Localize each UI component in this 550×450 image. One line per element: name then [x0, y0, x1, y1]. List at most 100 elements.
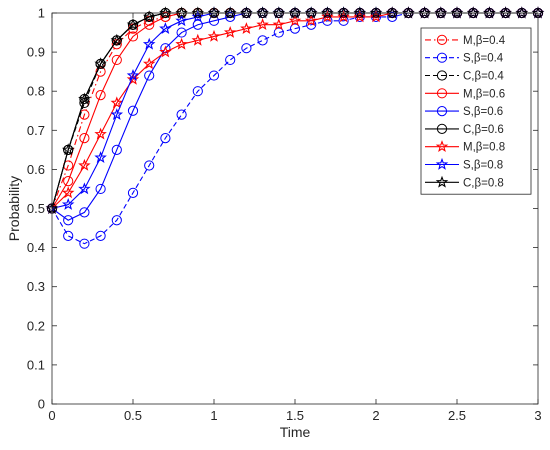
data-point: [160, 11, 171, 23]
data-point: [207, 29, 221, 42]
legend-label: M,β=0.4: [463, 35, 506, 47]
data-point: [257, 35, 268, 46]
legend-marker: [436, 52, 448, 63]
data-point: [79, 238, 90, 249]
data-point: [94, 151, 107, 163]
data-point: [78, 158, 91, 171]
data-point: [63, 230, 74, 241]
data-point: [79, 133, 90, 144]
data-point: [110, 33, 124, 46]
data-point: [192, 19, 203, 30]
y-tick-label: 0.6: [27, 162, 45, 177]
legend-label: M,β=0.6: [463, 88, 505, 100]
data-point: [208, 70, 220, 81]
data-point: [78, 182, 91, 195]
data-point: [94, 127, 107, 140]
data-point: [159, 45, 172, 58]
data-point: [144, 19, 155, 30]
data-point: [144, 160, 155, 171]
legend-label: M,β=0.8: [463, 142, 505, 154]
legend-item: C,β=0.8: [425, 175, 504, 189]
data-point: [127, 105, 139, 116]
data-point: [304, 14, 318, 27]
data-point: [353, 10, 367, 23]
data-point: [192, 86, 203, 97]
y-tick-label: 0.2: [27, 318, 45, 333]
data-point: [61, 143, 75, 156]
data-point: [385, 6, 399, 19]
data-point: [515, 6, 529, 19]
data-point: [322, 15, 333, 26]
data-point: [144, 15, 155, 26]
data-point: [95, 66, 106, 77]
y-axis-label: Probability: [6, 176, 22, 241]
data-point: [160, 133, 171, 144]
data-point: [144, 70, 155, 81]
x-tick-label: 0: [48, 408, 55, 423]
data-point: [95, 90, 106, 101]
data-point: [191, 33, 205, 46]
legend-label: S,β=0.8: [463, 160, 503, 172]
data-point: [272, 18, 286, 31]
data-point: [127, 187, 139, 198]
data-point: [94, 57, 107, 70]
data-point: [256, 6, 269, 19]
data-point: [95, 230, 106, 241]
data-point: [176, 27, 187, 38]
legend-marker: [436, 34, 448, 46]
data-point: [306, 19, 317, 30]
data-point: [111, 144, 122, 155]
legend-item: M,β=0.4: [425, 34, 506, 47]
data-point: [127, 31, 139, 42]
y-tick-label: 0.8: [27, 84, 45, 99]
data-point: [337, 10, 350, 23]
legend-label: C,β=0.6: [463, 124, 504, 136]
data-point: [304, 6, 318, 19]
data-point: [387, 11, 398, 23]
data-point: [223, 6, 237, 19]
data-point: [434, 6, 448, 19]
legend: M,β=0.4 S,β=0.4 C,β=0.4 M,β=0.6 S,β=0.6 C,β=0…: [420, 27, 532, 195]
data-point: [272, 6, 286, 19]
data-point: [418, 6, 431, 19]
data-point: [159, 6, 172, 19]
legend-item: M,β=0.6: [425, 88, 505, 100]
data-point: [240, 22, 253, 34]
data-point: [353, 6, 367, 19]
x-tick-label: 1.5: [286, 408, 304, 423]
data-point: [142, 57, 156, 70]
data-point: [289, 23, 301, 34]
data-point: [223, 25, 237, 38]
data-point: [321, 10, 334, 23]
data-point: [338, 15, 349, 26]
legend-item: M,β=0.8: [425, 140, 505, 154]
data-point: [126, 18, 140, 31]
legend-label: C,β=0.4: [463, 71, 504, 83]
data-point: [61, 186, 75, 199]
y-tick-label: 0.7: [27, 123, 45, 138]
legend-item: C,β=0.4: [425, 70, 504, 83]
data-point: [175, 37, 188, 50]
x-tick-label: 0.5: [124, 408, 142, 423]
y-tick-label: 0.3: [27, 279, 45, 294]
data-point: [176, 109, 187, 120]
data-point: [110, 108, 124, 120]
legend-label: C,β=0.8: [463, 177, 504, 189]
x-tick-label: 2: [372, 408, 379, 423]
data-point: [337, 6, 350, 19]
data-point: [256, 18, 269, 31]
data-point: [483, 6, 496, 19]
data-point: [175, 14, 188, 27]
x-axis-label: Time: [280, 424, 311, 440]
data-point: [241, 43, 252, 54]
legend-marker: [436, 123, 448, 134]
data-point: [225, 54, 236, 66]
legend-marker: [436, 106, 448, 117]
data-point: [79, 207, 90, 218]
data-point: [240, 6, 253, 19]
legend-marker: [436, 70, 448, 81]
data-point: [142, 10, 156, 23]
data-point: [61, 198, 75, 210]
